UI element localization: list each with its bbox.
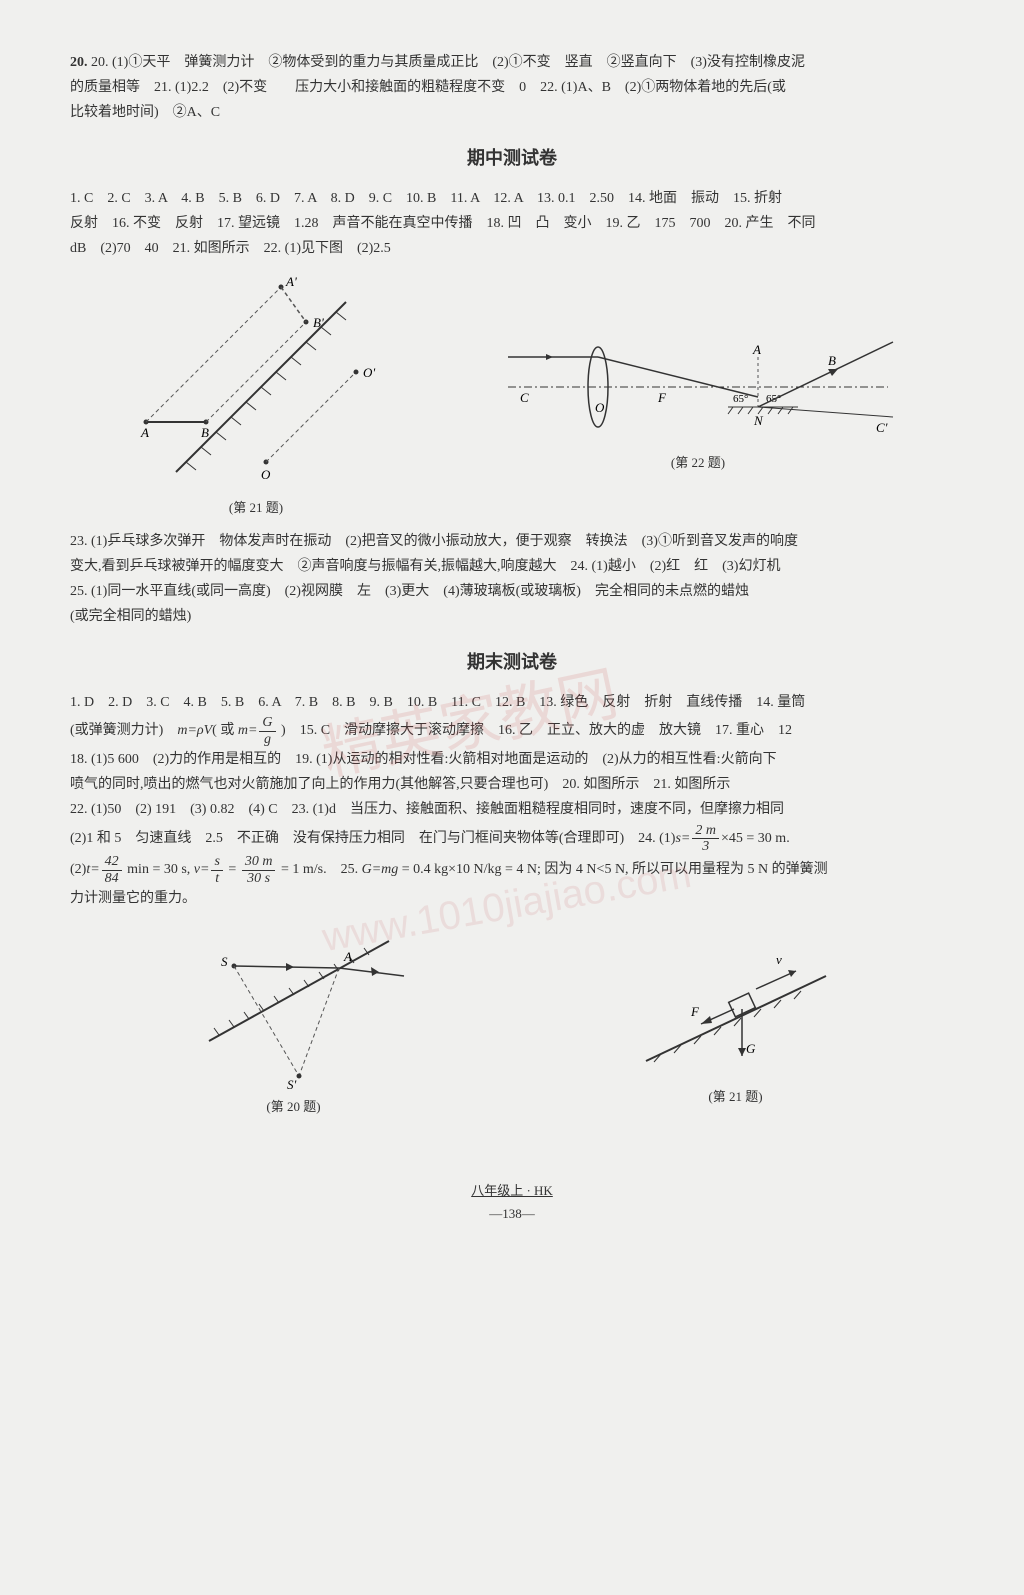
svg-text:F: F <box>690 1004 700 1019</box>
svg-text:N: N <box>753 413 764 428</box>
final-figure-20: S A S' (第 20 题) <box>179 921 409 1118</box>
svg-text:F: F <box>657 390 667 405</box>
svg-text:A': A' <box>285 274 297 289</box>
footer-grade: 八年级上 · HK <box>471 1183 553 1198</box>
svg-text:A: A <box>140 425 149 440</box>
svg-text:C': C' <box>876 420 888 435</box>
svg-text:G: G <box>746 1041 756 1056</box>
footer-pageno: —138— <box>489 1206 535 1221</box>
svg-text:A: A <box>752 342 761 357</box>
midterm-figures: A B O A' B' O' (第 21 题) C <box>70 272 954 519</box>
midterm-answers-2: 23. (1)乒乓球多次弹开 物体发声时在振动 (2)把音叉的微小振动放大，便于… <box>70 529 954 630</box>
svg-text:B: B <box>828 353 836 368</box>
final-fig20-caption: (第 20 题) <box>266 1095 320 1118</box>
midterm-figure-21: A B O A' B' O' (第 21 题) <box>126 272 386 519</box>
svg-text:B': B' <box>313 315 324 330</box>
svg-text:S: S <box>221 954 228 969</box>
page-footer: 八年级上 · HK —138— <box>70 1179 954 1226</box>
final-figures: S A S' (第 20 题) <box>70 921 954 1118</box>
svg-text:65°: 65° <box>733 393 748 405</box>
midterm-answers-1: 1. C 2. C 3. A 4. B 5. B 6. D 7. A 8. D … <box>70 186 954 262</box>
final-title: 期末测试卷 <box>70 646 954 678</box>
top-line3: 比较着地时间) ②A、C <box>70 105 220 120</box>
final-answers: 1. D 2. D 3. C 4. B 5. B 6. A 7. B 8. B … <box>70 690 954 911</box>
svg-text:O: O <box>261 467 271 482</box>
svg-text:O': O' <box>363 365 375 380</box>
midterm-fig21-caption: (第 21 题) <box>229 496 283 519</box>
final-fig21-caption: (第 21 题) <box>708 1085 762 1108</box>
svg-text:O: O <box>595 400 605 415</box>
top-line2: 的质量相等 21. (1)2.2 (2)不变 压力大小和接触面的粗糙程度不变 0… <box>70 80 786 95</box>
final-figure-21: v F G (第 21 题) <box>626 931 846 1108</box>
top-block: 20. 20. (1)①天平 弹簧测力计 ②物体受到的重力与其质量成正比 (2)… <box>70 50 954 126</box>
svg-text:S': S' <box>287 1077 297 1091</box>
lens-diagram-icon: C O F A N 65° 65° <box>498 317 898 447</box>
midterm-figure-22: C O F A N 65° 65° <box>498 317 898 474</box>
mirror-diagram-icon: A B O A' B' O' <box>126 272 386 492</box>
midterm-fig22-caption: (第 22 题) <box>671 451 725 474</box>
reflection-diagram-icon: S A S' <box>179 921 409 1091</box>
svg-text:C: C <box>520 390 529 405</box>
midterm-title: 期中测试卷 <box>70 142 954 174</box>
svg-text:A: A <box>343 949 352 964</box>
svg-text:v: v <box>776 952 782 967</box>
top-line1: 20. 20. (1)①天平 弹簧测力计 ②物体受到的重力与其质量成正比 (2)… <box>70 55 805 70</box>
incline-forces-icon: v F G <box>626 931 846 1081</box>
svg-text:B: B <box>201 425 209 440</box>
